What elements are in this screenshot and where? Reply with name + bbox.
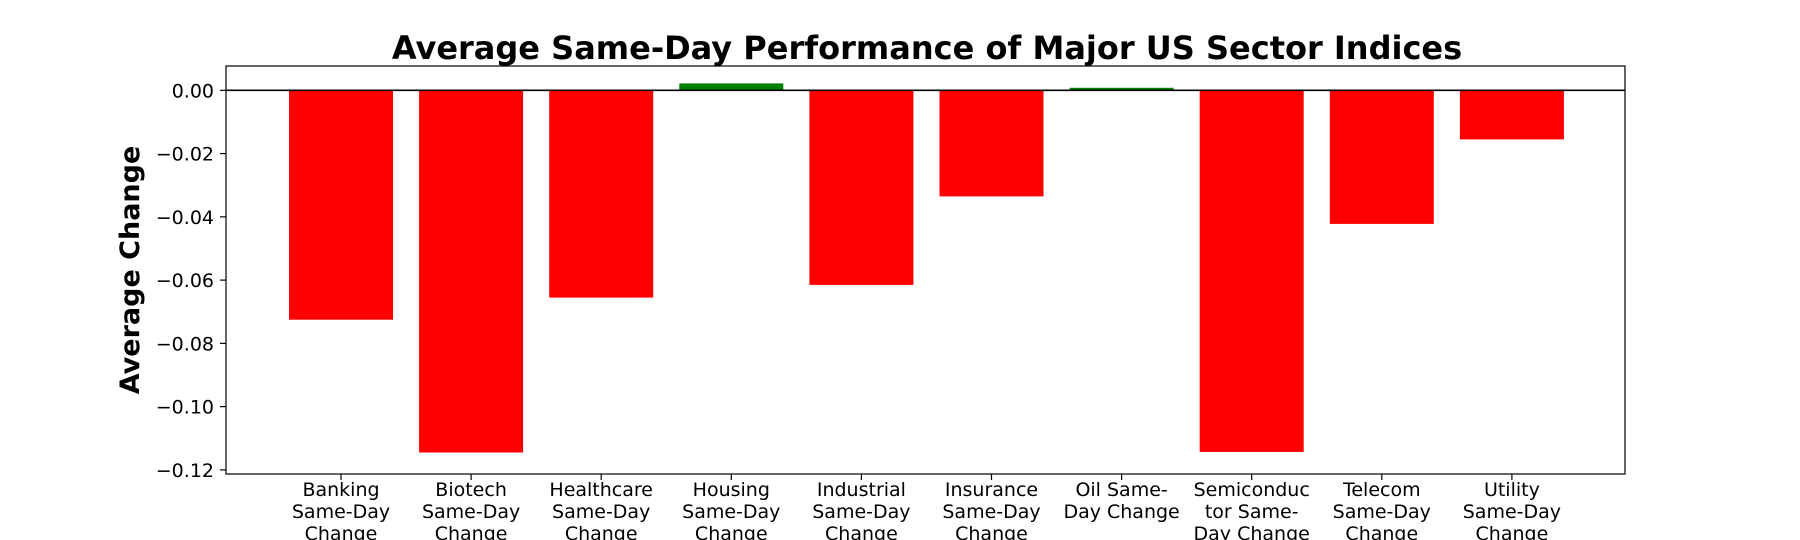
x-tick-label: Healthcare Same-Day Change (549, 479, 653, 540)
y-tick-label: −0.02 (156, 144, 214, 166)
y-axis-label: Average Change (115, 146, 146, 395)
bar-8 (1199, 90, 1304, 452)
y-tick-label: 0.00 (172, 80, 214, 102)
chart-title: Average Same-Day Performance of Major US… (392, 29, 1462, 67)
bar-2 (419, 90, 524, 453)
x-tick-label: Semiconduc tor Same-Day Change (1194, 479, 1310, 540)
x-tick-label: Banking Same-Day Change (292, 479, 390, 540)
x-tick-label: Insurance Same-Day Change (942, 479, 1040, 540)
x-tick-label: Utility Same-Day Change (1463, 479, 1561, 540)
x-tick-label: Biotech Same-Day Change (422, 479, 520, 540)
x-tick-label: Telecom Same-Day Change (1333, 479, 1431, 540)
bar-9 (1329, 90, 1434, 224)
x-tick-label: Oil Same-Day Change (1063, 479, 1179, 523)
y-tick-label: −0.06 (156, 270, 214, 292)
plot-area: 0.00 −0.02 −0.04 −0.06 −0.08 −0.10 −0.12 Bankin… (156, 65, 1626, 540)
bar-4 (679, 83, 784, 91)
x-tick-label: Industrial Same-Day Change (812, 479, 910, 540)
bar-10 (1459, 90, 1564, 140)
bar-7 (1069, 87, 1174, 91)
bar-1 (289, 90, 393, 320)
y-tick-label: −0.08 (156, 333, 214, 355)
bar-3 (549, 90, 654, 298)
y-tick-label: −0.04 (156, 207, 214, 229)
bar-6 (939, 90, 1044, 197)
x-tick-label: Housing Same-Day Change (682, 479, 780, 540)
y-tick-label: −0.10 (156, 397, 214, 419)
bar-5 (809, 90, 914, 285)
plot-frame (225, 65, 1626, 475)
y-tick-label: −0.12 (156, 460, 214, 482)
